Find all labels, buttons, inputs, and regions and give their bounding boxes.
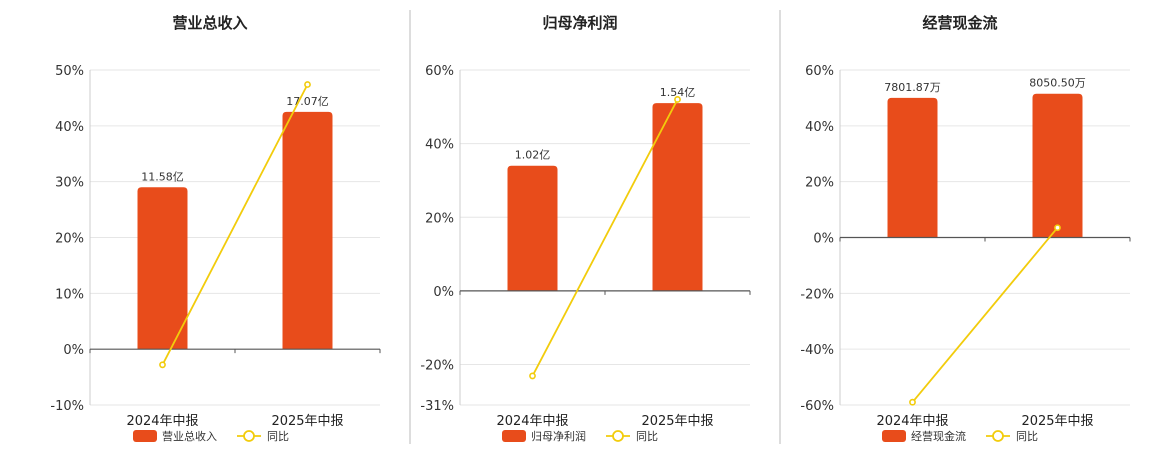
y-tick-label: -20%	[420, 359, 454, 374]
yoy-point	[159, 361, 166, 369]
legend-bar-label: 经营现金流	[911, 429, 966, 443]
bar-data-label: 8050.50万	[1029, 77, 1086, 90]
legend: 营业总收入 同比	[133, 429, 289, 443]
y-tick-label: 0%	[813, 232, 834, 247]
yoy-line	[911, 227, 1059, 403]
bar-data-label: 1.54亿	[660, 86, 696, 99]
y-tick-label: 40%	[55, 120, 84, 135]
x-tick-label: 2025年中报	[1021, 414, 1093, 429]
legend: 归母净利润 同比	[502, 429, 658, 443]
y-tick-label: -10%	[50, 399, 84, 414]
yoy-point	[674, 96, 681, 103]
y-tick-label: 60%	[425, 64, 454, 79]
legend-bar-swatch-icon	[502, 430, 526, 442]
yoy-point	[1054, 224, 1061, 232]
bar-data-label: 1.02亿	[515, 149, 551, 162]
chart-title: 经营现金流	[922, 14, 997, 32]
yoy-point	[909, 398, 916, 406]
legend: 经营现金流 同比	[882, 429, 1038, 443]
legend-line-marker-icon	[612, 430, 624, 442]
y-tick-label: -40%	[800, 343, 834, 358]
y-tick-label: -20%	[800, 287, 834, 302]
legend-line-label: 同比	[1016, 430, 1038, 443]
x-tick-label: 2024年中报	[496, 414, 568, 429]
y-tick-label: 0%	[433, 285, 454, 300]
legend-bar-swatch-icon	[133, 430, 157, 442]
chart-title: 营业总收入	[172, 14, 247, 32]
x-tick-label: 2024年中报	[876, 414, 948, 429]
bar	[282, 111, 333, 350]
bar	[1032, 93, 1083, 238]
legend-bar-label: 归母净利润	[531, 429, 586, 443]
bar-data-label: 17.07亿	[286, 95, 329, 108]
y-tick-label: 40%	[805, 120, 834, 135]
chart-panel-3: 经营现金流 60% 40% 20% 0% -20% -40% -60% 7801.87万 8050…	[800, 14, 1131, 443]
bar	[507, 165, 558, 291]
legend-bar-label: 营业总收入	[162, 429, 217, 443]
bar-data-label: 7801.87万	[884, 81, 941, 94]
legend-bar-swatch-icon	[882, 430, 906, 442]
chart-title: 归母净利润	[542, 14, 617, 32]
y-tick-label: 40%	[425, 138, 454, 153]
legend-line-marker-icon	[243, 430, 255, 442]
x-tick-label: 2024年中报	[126, 414, 198, 429]
legend-line-marker-icon	[992, 430, 1004, 442]
y-tick-label: 50%	[55, 64, 84, 79]
y-tick-label: 30%	[55, 176, 84, 191]
chart-panel-2: 归母净利润 60% 40% 20% 0% -20% -31% 1.02亿 1.54亿 2024年中…	[420, 14, 751, 443]
y-tick-label: 20%	[425, 211, 454, 226]
chart-panel-1: 营业总收入 50% 40% 30% 20% 10% 0% -10% 11.58亿 17.07亿 20…	[50, 14, 381, 443]
y-tick-label: 20%	[55, 232, 84, 247]
y-tick-label: 10%	[55, 287, 84, 302]
y-tick-label: -60%	[800, 399, 834, 414]
bar	[887, 97, 938, 238]
y-tick-label: 0%	[63, 343, 84, 358]
yoy-point	[529, 372, 536, 380]
yoy-point	[304, 81, 311, 88]
x-tick-label: 2025年中报	[641, 414, 713, 429]
x-tick-label: 2025年中报	[271, 414, 343, 429]
legend-line-label: 同比	[636, 430, 658, 443]
legend-line-label: 同比	[267, 430, 289, 443]
yoy-line	[161, 84, 309, 366]
yoy-line	[531, 99, 679, 377]
y-tick-label: 60%	[805, 64, 834, 79]
y-tick-label: -31%	[420, 399, 454, 414]
bar	[137, 187, 188, 350]
y-tick-label: 20%	[805, 176, 834, 191]
bar	[652, 103, 703, 291]
bar-data-label: 11.58亿	[141, 170, 184, 183]
